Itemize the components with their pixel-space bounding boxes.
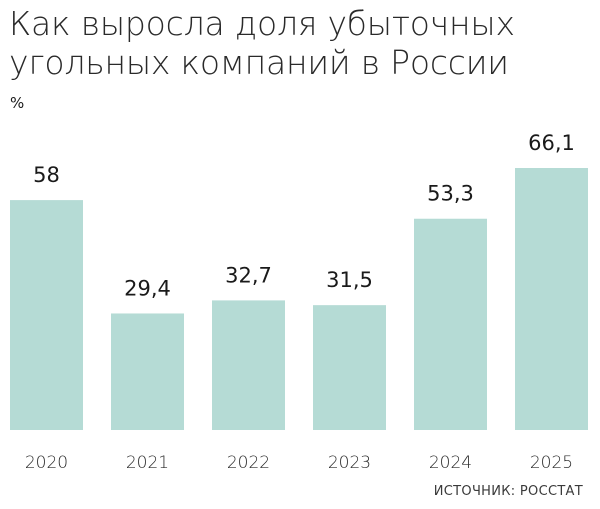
x-tick-label-2025: 2025 bbox=[530, 453, 573, 473]
bar-2025 bbox=[515, 168, 588, 430]
chart-title: Как выросла доля убыточных угольных комп… bbox=[9, 4, 594, 82]
value-label-2025: 66,1 bbox=[528, 131, 575, 155]
chart-title-line-1: Как выросла доля убыточных bbox=[9, 4, 515, 43]
value-label-2021: 29,4 bbox=[124, 276, 171, 300]
chart-title-line-2: угольных компаний в России bbox=[9, 43, 509, 82]
value-label-2020: 58 bbox=[33, 163, 60, 187]
source-note: ИСТОЧНИК: РОССТАТ bbox=[433, 484, 583, 499]
x-tick-label-2022: 2022 bbox=[227, 453, 270, 473]
value-label-2023: 31,5 bbox=[326, 268, 373, 292]
x-tick-label-2023: 2023 bbox=[328, 453, 371, 473]
value-label-2024: 53,3 bbox=[427, 182, 474, 206]
x-tick-label-2020: 2020 bbox=[25, 453, 68, 473]
x-tick-labels-group: 2020 2021 2022 2023 2024 2025 bbox=[25, 453, 573, 473]
bars-group bbox=[10, 168, 588, 430]
bar-2021 bbox=[111, 313, 184, 430]
bar-2020 bbox=[10, 200, 83, 430]
value-label-2022: 32,7 bbox=[225, 263, 272, 287]
x-tick-label-2021: 2021 bbox=[126, 453, 169, 473]
bar-2023 bbox=[313, 305, 386, 430]
unit-label: % bbox=[10, 94, 25, 112]
bar-2022 bbox=[212, 300, 285, 430]
bar-2024 bbox=[414, 218, 487, 430]
x-tick-label-2024: 2024 bbox=[429, 453, 472, 473]
value-labels-group: 58 29,4 32,7 31,5 53,3 66,1 bbox=[33, 131, 575, 300]
